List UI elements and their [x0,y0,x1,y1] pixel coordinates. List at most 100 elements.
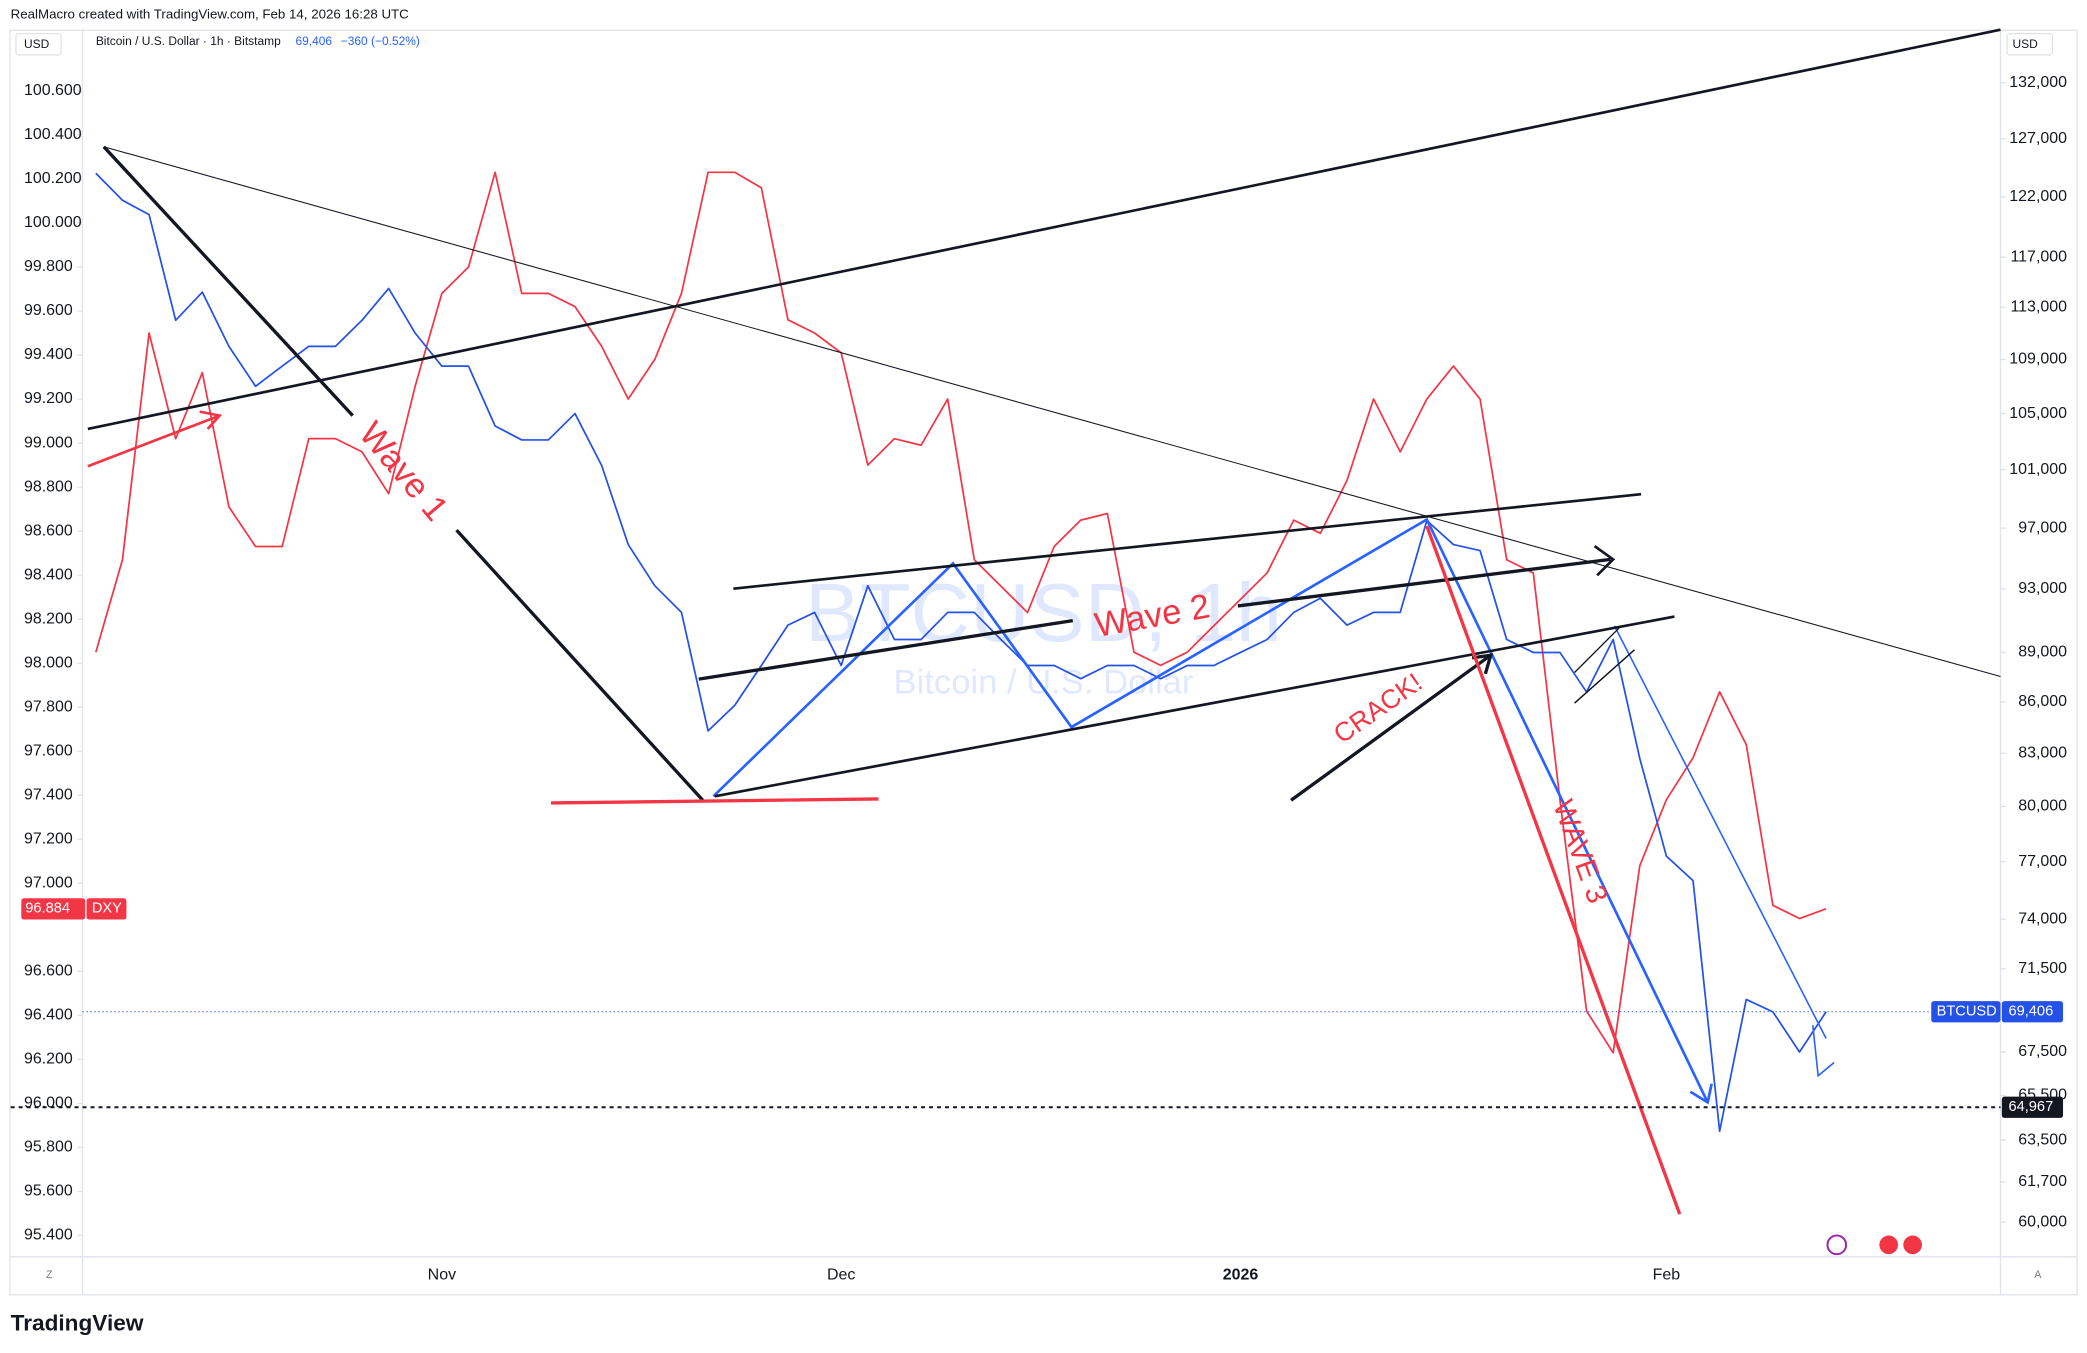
symbol-title: Bitcoin / U.S. Dollar · 1h · Bitstamp [96,34,281,48]
y-tick-label: 97.000 [24,875,73,892]
y2-tick-label: 122,000 [2009,188,2067,205]
y-tick-label: 98.800 [24,478,73,495]
y-tick-label: 98.600 [24,522,73,539]
wedge [1574,625,1622,673]
credit: RealMacro created with TradingView.com, … [11,7,410,22]
x-tick-label: Feb [1653,1267,1681,1284]
price-change: −360 (−0.52%) [341,34,420,48]
drawings [87,28,2001,1215]
price-badge [86,898,127,920]
y-tick-label: 97.200 [24,831,73,848]
chart-frame [9,29,2078,1296]
series-line [95,171,1827,1054]
y-tick-label: 100.400 [24,126,82,143]
arrow-head [1689,1083,1713,1105]
trendline [1613,625,1827,1039]
y2-tick-label: 113,000 [2010,299,2067,316]
trendline [698,618,1074,681]
arrow-head [199,410,223,430]
arrow-head [1593,544,1616,577]
y2-tick-label: 63,500 [2018,1132,2067,1149]
y-tick-label: 96.000 [24,1095,73,1112]
right-unit-box[interactable] [2006,32,2054,56]
trendline [102,145,354,417]
channel-line [714,615,1675,798]
y-tick-label: 96.400 [24,1007,73,1024]
trendline [1237,557,1611,608]
price-badge-value: 69,406 [2008,1004,2053,1020]
y2-tick-label: 97,000 [2018,519,2067,536]
left-unit[interactable]: USD [24,37,50,51]
y2-tick-label: 71,500 [2018,960,2067,977]
y-tick-label: 98.200 [24,610,73,627]
y-tick-label: 100.000 [24,214,82,231]
y2-tick-label: 132,000 [2009,74,2067,91]
event-icon[interactable] [1903,1235,1922,1255]
y2-tick-label: 93,000 [2018,580,2067,597]
hline-badge [2001,1096,2064,1118]
y-tick-label: 99.000 [24,434,73,451]
y2-tick-label: 61,700 [2018,1173,2067,1190]
footer-logo: TradingView [11,1311,144,1336]
y-tick-label: 95.600 [24,1183,73,1200]
last-price: 69,406 [295,34,332,48]
y-tick-label: 99.600 [24,302,73,319]
y-tick-label: 98.400 [24,566,73,583]
y2-tick-label: 127,000 [2009,130,2067,147]
series-layer [95,171,1827,1133]
y-tick-label: 99.800 [24,258,73,275]
y2-tick-label: 89,000 [2018,644,2067,661]
y-tick-label: 99.400 [24,346,73,363]
auto-button[interactable]: A [2034,1269,2042,1281]
y-tick-label: 100.600 [24,82,82,99]
price-badge [1931,1001,2001,1023]
watermark: BTCUSD, 1h [805,567,1282,659]
price-badge [21,898,86,920]
price-badge-name: DXY [92,901,122,917]
wave-path [712,517,1709,1103]
y2-tick-label: 117,000 [2010,248,2067,265]
series-line [95,172,1827,1133]
y-tick-label: 100.200 [24,170,82,187]
arrow [1290,653,1492,802]
event-icon[interactable] [1879,1235,1898,1255]
zoom-button[interactable]: Z [46,1269,53,1281]
arrow [87,414,221,468]
y-tick-label: 97.800 [24,698,73,715]
wave-line [1425,525,1682,1215]
x-tick-label: 2026 [1223,1267,1259,1284]
wedge [1574,649,1635,704]
y-tick-label: 95.400 [24,1227,73,1244]
x-tick-label: Dec [827,1267,855,1284]
hline-label: 64,967 [2008,1099,2053,1115]
price-badge-name: BTCUSD [1937,1004,1997,1020]
price-badge-value: 96.884 [25,901,70,917]
trendline [103,146,2001,678]
left-unit-box[interactable] [15,32,62,56]
price-badge [2001,1001,2064,1023]
y2-tick-label: 105,000 [2009,405,2067,422]
y2-tick-label: 67,500 [2018,1043,2067,1060]
y2-tick-label: 80,000 [2018,798,2067,815]
event-icon[interactable] [1826,1234,1848,1256]
y-tick-label: 97.600 [24,742,73,759]
arrow [1812,1025,1835,1078]
channel-line [733,492,1642,590]
support-line [551,797,879,805]
y2-tick-label: 60,000 [2018,1213,2067,1230]
y-tick-label: 96.600 [24,963,73,980]
y-tick-label: 98.000 [24,654,73,671]
arrow-head [1471,653,1494,675]
y-tick-label: 95.800 [24,1139,73,1156]
trendline [455,528,704,802]
y-tick-label: 99.200 [24,390,73,407]
trendline [87,28,2001,431]
right-unit[interactable]: USD [2012,37,2038,51]
y2-tick-label: 77,000 [2018,853,2067,870]
y-tick-label: 96.200 [24,1051,73,1068]
y2-tick-label: 109,000 [2009,351,2067,368]
y2-tick-label: 86,000 [2018,693,2067,710]
